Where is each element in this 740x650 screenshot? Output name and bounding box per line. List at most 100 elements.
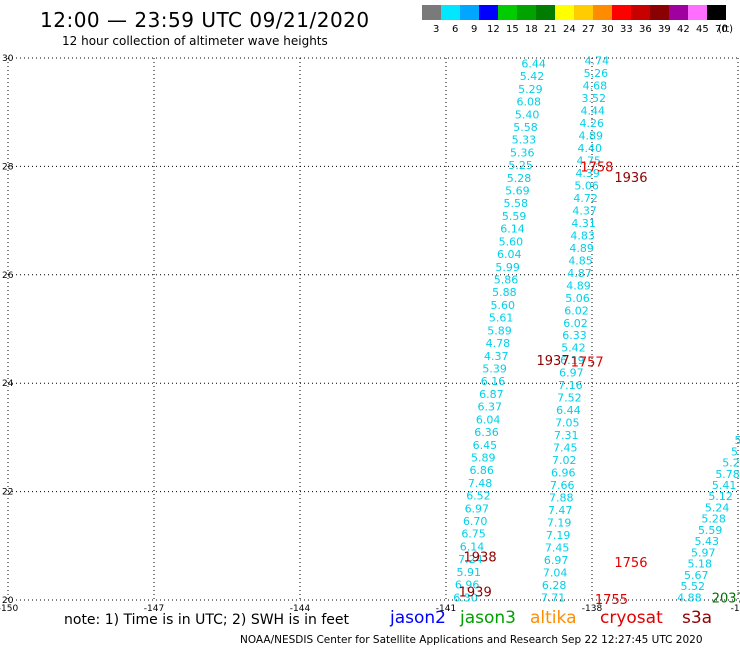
colorbar-swatch (574, 5, 593, 20)
colorbar-label: 15 (506, 24, 519, 35)
swh-value: 5.43 (694, 535, 719, 548)
lon-tick-label: -141 (436, 604, 456, 614)
map-subtitle: 12 hour collection of altimeter wave hei… (62, 34, 328, 48)
swh-value: 5.99 (495, 261, 520, 274)
swh-value: 5.12 (708, 490, 733, 503)
swh-value: 6.37 (478, 401, 503, 414)
swh-value: 4.68 (583, 80, 608, 93)
satellite-legend-altika: altika (530, 608, 577, 628)
swh-value: 5.25 (508, 159, 533, 172)
pass-time-label: 1755 (595, 593, 628, 608)
swh-value: 6.97 (465, 502, 490, 515)
swh-value: 5.58 (504, 197, 529, 210)
swh-value: 5.69 (505, 185, 530, 198)
swh-value: 4.85 (568, 254, 593, 267)
swh-value: 5.59 (698, 524, 723, 537)
satellite-legend-jason3: jason3 (460, 608, 516, 628)
pass-time-label: 1758 (580, 160, 613, 175)
swh-value: 5.39 (482, 362, 507, 375)
colorbar-label: 39 (658, 24, 671, 35)
swh-value: 7.45 (553, 442, 578, 455)
swh-value: 6.44 (556, 404, 581, 417)
swh-value: 4.39 (575, 167, 600, 180)
lon-tick-label: -144 (290, 604, 311, 614)
swh-value: 5.67 (684, 569, 709, 582)
swh-value: 5 (731, 445, 738, 458)
colorbar-label: 18 (525, 24, 538, 35)
map-title: 12:00 — 23:59 UTC 09/21/2020 (40, 8, 370, 32)
swh-value: 5.28 (507, 172, 532, 185)
swh-value: 4.72 (573, 192, 598, 205)
swh-value: 5.86 (494, 274, 519, 287)
swh-value: 4.37 (572, 204, 597, 217)
lat-tick-label: 26 (2, 271, 14, 281)
colorbar-swatch (650, 5, 669, 20)
swh-value: 4.88 (677, 591, 702, 604)
swh-value: 6.97 (544, 554, 569, 567)
swh-value: 5.97 (691, 546, 716, 559)
pass-time-label: 2037 (712, 591, 740, 606)
swh-value: 7.05 (555, 417, 580, 430)
swh-value: 4.83 (570, 229, 595, 242)
colorbar-label: 9 (471, 24, 478, 35)
swh-value: 6.97 (559, 367, 584, 380)
satellite-legend-cryosat: cryosat (600, 608, 663, 628)
swh-value: 5.52 (681, 580, 706, 593)
colorbar-swatch (555, 5, 574, 20)
lat-tick-label: 28 (2, 162, 14, 172)
swh-value: 7.19 (547, 516, 572, 529)
swh-value: 7.31 (554, 429, 579, 442)
swh-value: 5.58 (513, 121, 538, 134)
swh-value: 5.33 (512, 134, 537, 147)
swh-value: 4.89 (569, 242, 594, 255)
swh-value: 4.75 (576, 155, 601, 168)
swh-value: 7.52 (557, 392, 582, 405)
colorbar-label: 70 (715, 24, 728, 35)
lat-tick-label: 24 (2, 379, 14, 389)
pass-time-label: 1939 (459, 585, 492, 600)
swh-value: 5.61 (489, 312, 514, 325)
pass-time-label: 1937 (537, 354, 570, 369)
swh-value: 5 (735, 434, 740, 447)
satellite-legend-jason2: jason2 (390, 608, 446, 628)
colorbar-label: 30 (601, 24, 614, 35)
swh-value: 5.42 (520, 70, 545, 83)
swh-value: 7.04 (543, 566, 568, 579)
lon-tick-label: -13 (731, 604, 740, 614)
swh-value: 6.96 (455, 579, 480, 592)
swh-value: 4.89 (579, 130, 604, 143)
swh-value: 3.52 (582, 92, 607, 105)
swh-value: 5.29 (518, 83, 543, 96)
swh-value: 7.47 (548, 504, 573, 517)
swh-value: 5.60 (499, 235, 524, 248)
satellite-legend-s3a: s3a (682, 608, 713, 628)
swh-value: 5.60 (491, 299, 516, 312)
colorbar-swatch (498, 5, 517, 20)
swh-value: 5.36 (510, 146, 535, 159)
footer-credit: NOAA/NESDIS Center for Satellite Applica… (240, 634, 703, 646)
swh-value: 5.89 (487, 324, 512, 337)
swh-value: 4.87 (567, 267, 592, 280)
colorbar-swatch (479, 5, 498, 20)
lat-tick-label: 20 (2, 596, 14, 606)
swh-value: 6.75 (461, 528, 486, 541)
swh-value: 5.28 (701, 513, 726, 526)
swh-value: 6.70 (463, 515, 488, 528)
swh-value: 6.04 (476, 413, 501, 426)
swh-value: 7.71 (541, 591, 566, 604)
swh-value: 4.37 (484, 350, 509, 363)
colorbar-label: 45 (696, 24, 709, 35)
footer-note: note: 1) Time is in UTC; 2) SWH is in fe… (64, 612, 350, 628)
swh-value: 6.08 (516, 96, 541, 109)
pass-time-label: 1936 (614, 171, 647, 186)
swh-value: 5.06 (574, 179, 599, 192)
colorbar-swatch (517, 5, 536, 20)
swh-value: 6.96 (551, 467, 576, 480)
swh-value: 4.74 (585, 55, 610, 68)
swh-value: 6.86 (469, 464, 494, 477)
swh-value: 7.88 (549, 491, 574, 504)
swh-value: 7.02 (552, 454, 577, 467)
swh-value: 6.04 (497, 248, 522, 261)
colorbar-label: 24 (563, 24, 576, 35)
